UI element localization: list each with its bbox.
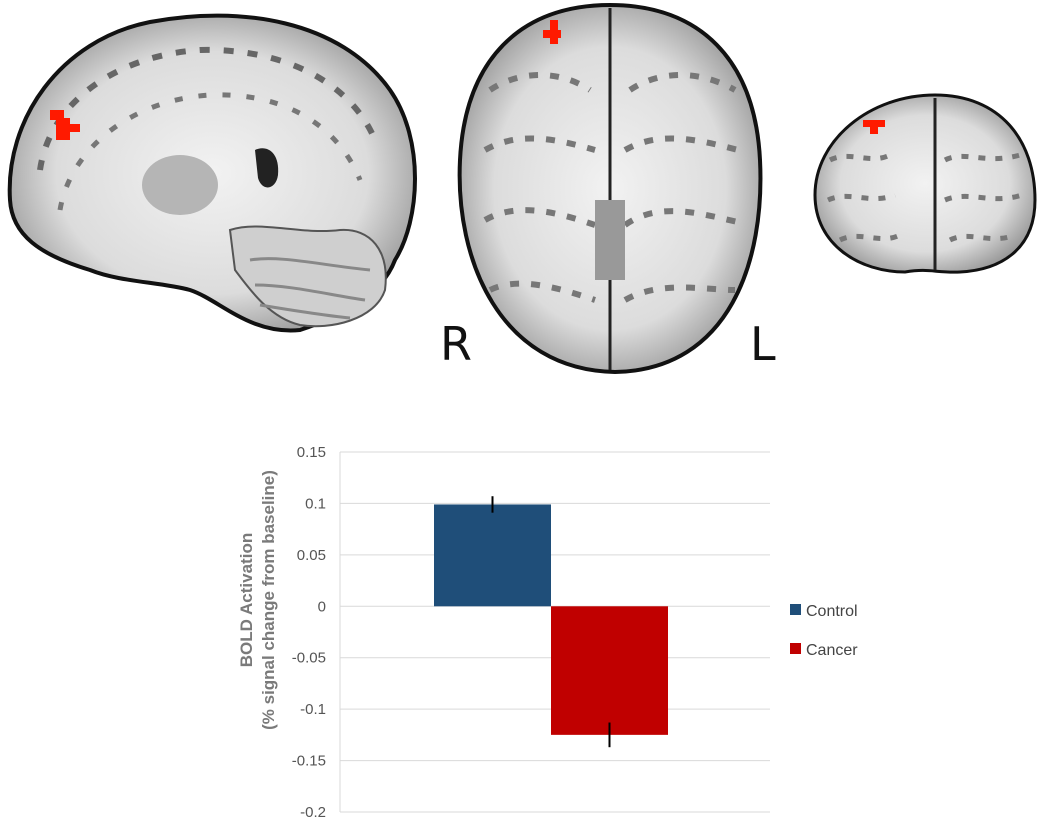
legend: Control Cancer [790,603,858,659]
y-tick-label: 0.15 [297,444,326,461]
bars [434,496,668,748]
y-tick-label: -0.2 [300,804,326,820]
legend-label-control: Control [806,603,858,620]
sagittal-slice [7,13,417,333]
y-axis-title-line1: BOLD Activation [237,533,256,667]
y-tick-label: 0 [318,598,326,615]
orientation-label-left: L [750,317,776,371]
axial-slice: R L [440,2,776,375]
y-tick-label: -0.05 [292,650,326,667]
y-axis-title-line2: (% signal change from baseline) [259,470,278,730]
legend-swatch-cancer [790,643,801,654]
bar-control [434,504,551,607]
y-tick-label: 0.05 [297,547,326,564]
y-tick-label: -0.1 [300,701,326,718]
y-axis-ticks: 0.15 0.1 0.05 0 -0.05 -0.1 -0.15 -0.2 [292,444,326,820]
brain-slices-figure: R L [7,2,1037,375]
orientation-label-right: R [440,317,472,371]
bar-cancer [551,606,668,735]
coronal-slice [813,93,1037,274]
activation-cluster-sagittal [50,110,64,120]
y-axis-title: BOLD Activation (% signal change from ba… [237,470,278,730]
y-tick-label: 0.1 [305,495,326,512]
y-tick-label: -0.15 [292,753,326,770]
legend-label-cancer: Cancer [806,642,858,659]
legend-swatch-control [790,604,801,615]
